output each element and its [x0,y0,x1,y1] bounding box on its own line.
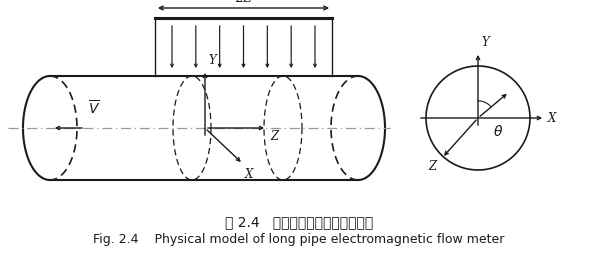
Text: 2L: 2L [235,0,252,5]
Text: $\overline{V}$: $\overline{V}$ [88,100,100,118]
Text: $\theta$: $\theta$ [493,124,503,140]
Text: Fig. 2.4    Physical model of long pipe electromagnetic flow meter: Fig. 2.4 Physical model of long pipe ele… [93,234,505,246]
Text: X: X [548,113,556,125]
Text: Z: Z [270,130,278,143]
Text: Y: Y [208,54,216,67]
Text: Z: Z [428,160,436,173]
Text: 图 2.4   长管道电磁流量计物理模型: 图 2.4 长管道电磁流量计物理模型 [225,215,373,229]
Text: Y: Y [481,36,489,49]
Text: X: X [245,168,253,181]
